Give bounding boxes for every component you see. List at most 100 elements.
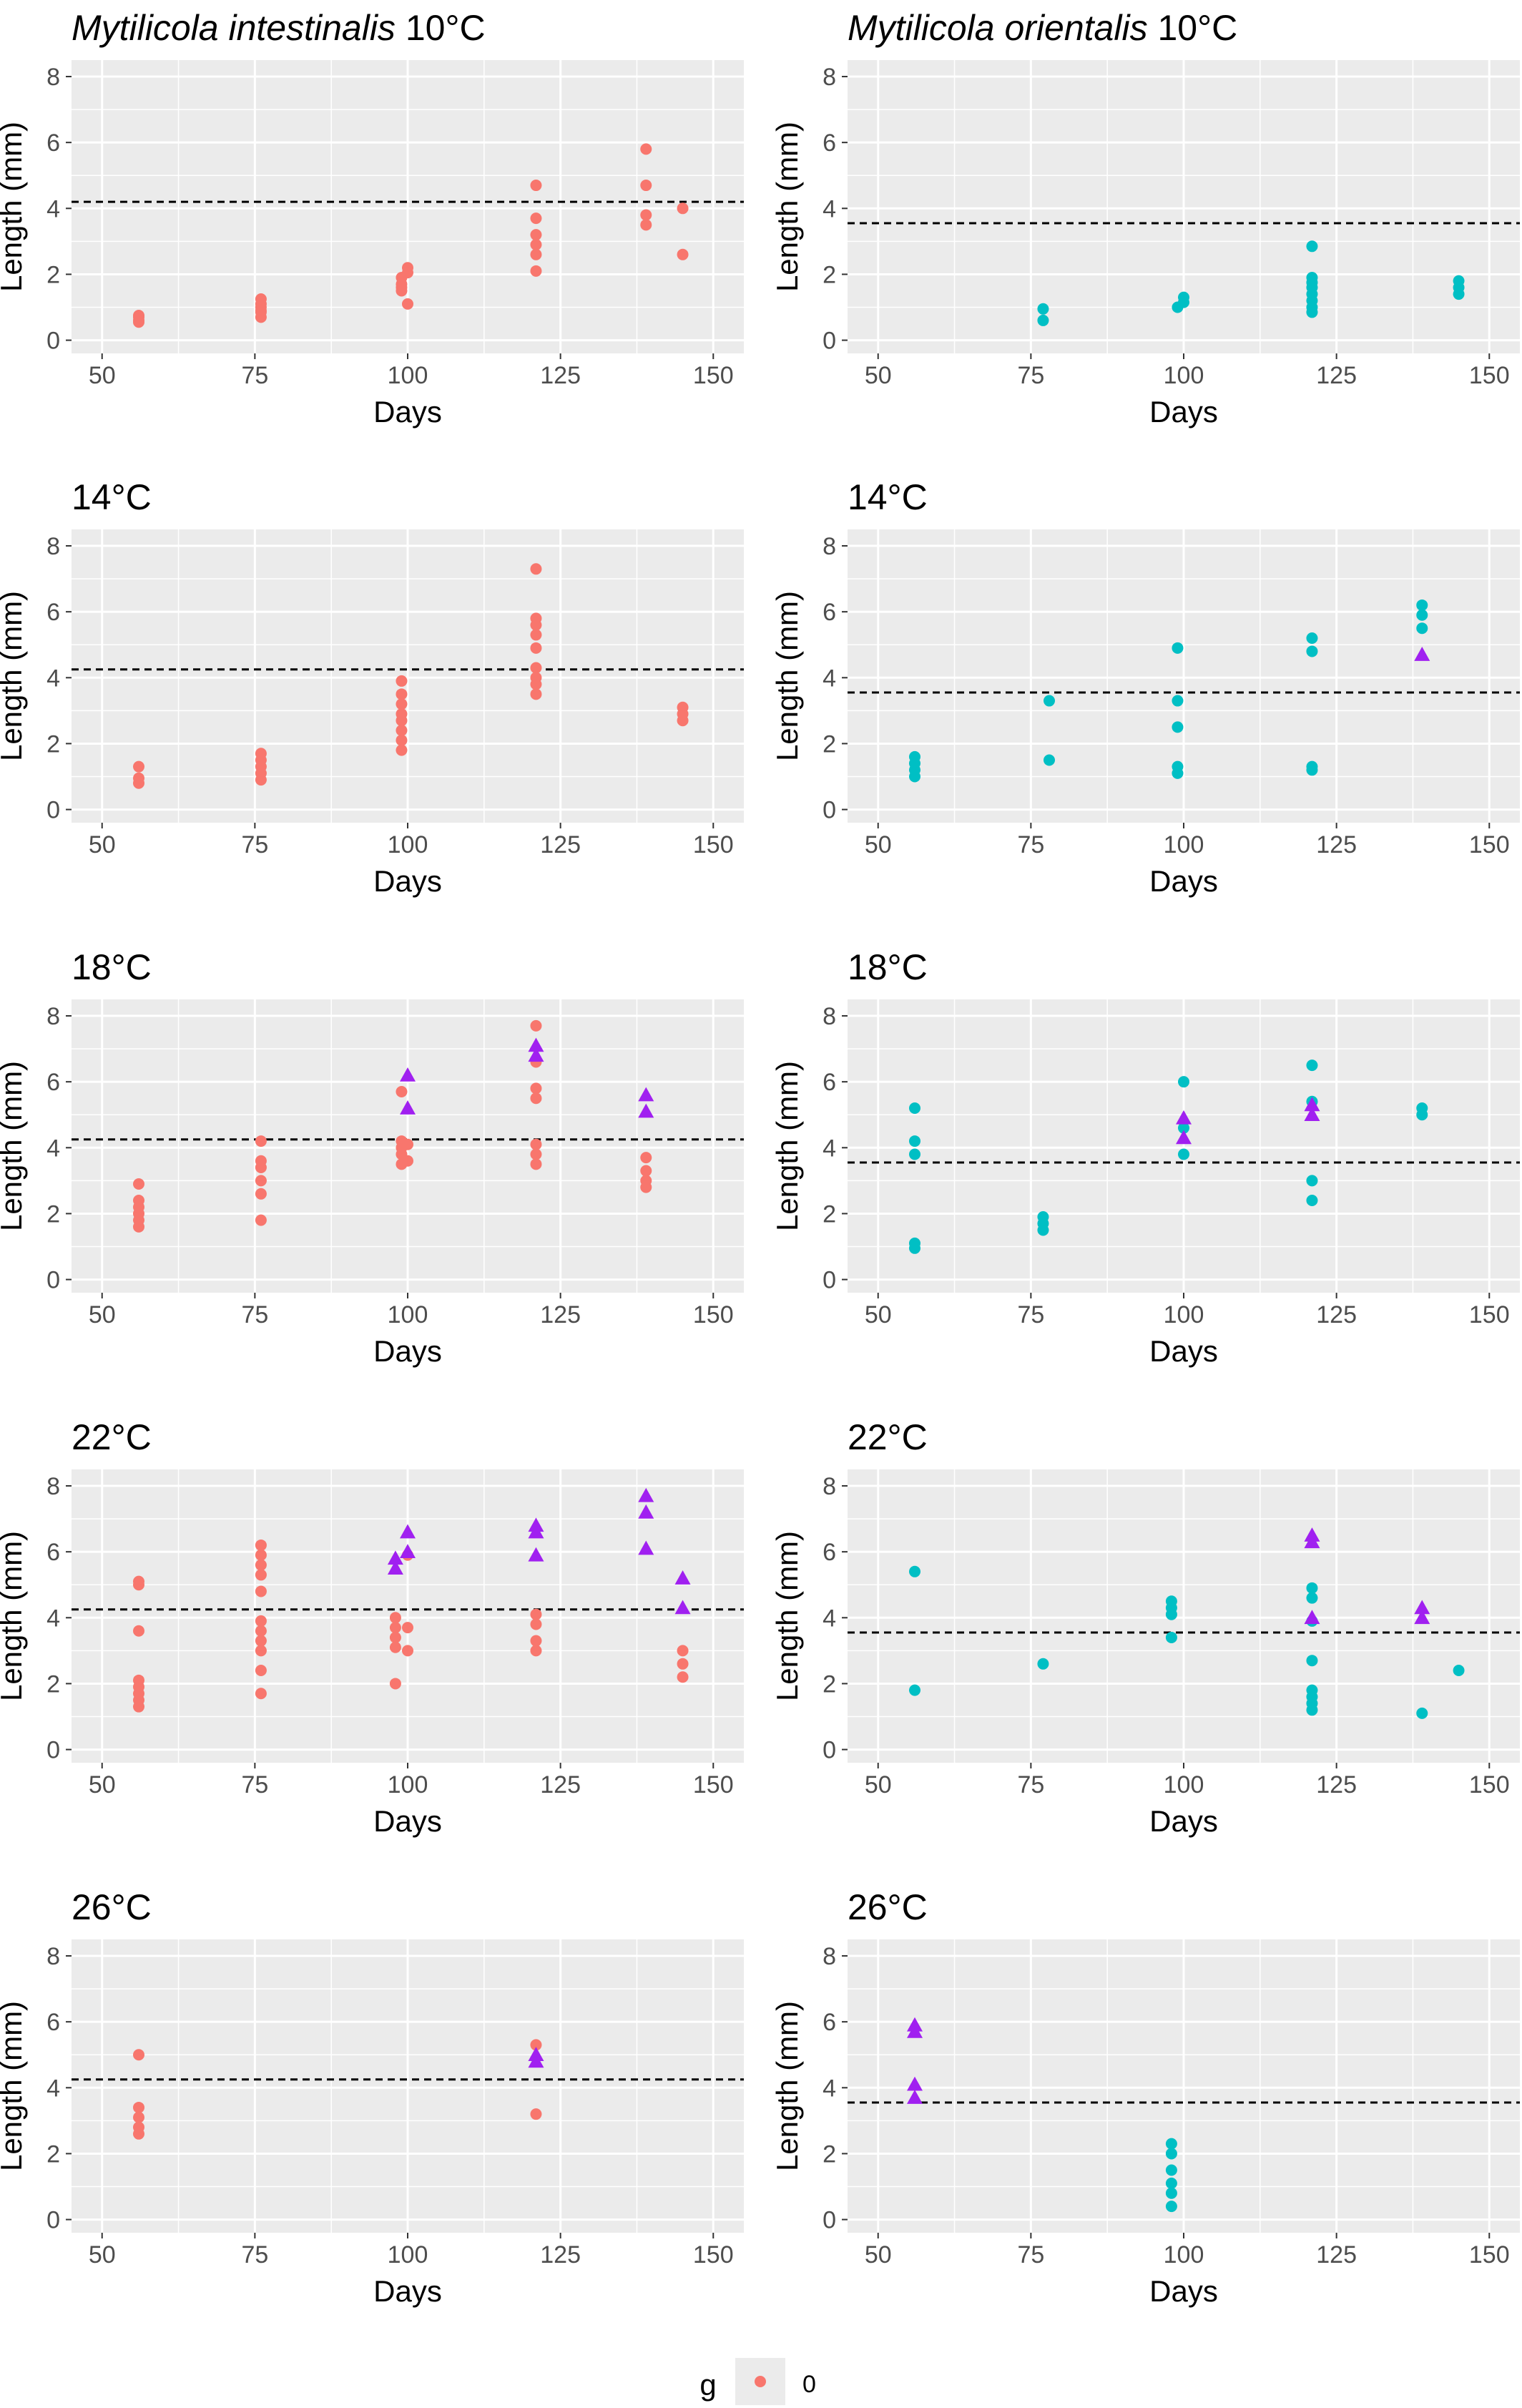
- data-point-circle: [1037, 1211, 1049, 1223]
- panel-title-temperature: 26°C: [72, 1887, 152, 1927]
- legend-label: 0: [802, 2371, 816, 2398]
- data-point-circle: [255, 1665, 267, 1677]
- data-point-triangle: [907, 2076, 923, 2091]
- data-point-circle: [402, 1622, 413, 1634]
- x-tick-label: 50: [865, 2241, 892, 2268]
- y-tick-label: 4: [823, 1135, 836, 1162]
- y-tick-label: 6: [823, 129, 836, 157]
- data-point-circle: [530, 229, 542, 241]
- data-point-circle: [389, 1641, 401, 1653]
- x-axis-title: Days: [1149, 2274, 1218, 2308]
- y-tick-label: 0: [823, 1267, 836, 1294]
- data-point-triangle: [674, 1600, 691, 1615]
- data-point-circle: [1172, 695, 1184, 707]
- x-tick-label: 50: [865, 362, 892, 389]
- data-point-circle: [255, 1175, 267, 1187]
- y-tick-label: 0: [823, 2207, 836, 2234]
- x-tick-label: 150: [1469, 2241, 1510, 2268]
- data-point-circle: [1416, 609, 1428, 621]
- y-tick-label: 4: [46, 2075, 60, 2102]
- data-point-triangle: [1176, 1130, 1192, 1145]
- x-axis-title: Days: [373, 1804, 442, 1838]
- x-tick-label: 125: [1316, 2241, 1357, 2268]
- data-point-circle: [1044, 695, 1055, 707]
- data-point-circle: [255, 1585, 267, 1597]
- data-point-circle: [1306, 1582, 1318, 1594]
- y-tick-label: 4: [823, 195, 836, 222]
- data-point-circle: [255, 748, 267, 760]
- legend-key-circle: [755, 2376, 766, 2387]
- data-point-circle: [1306, 1195, 1318, 1207]
- data-point-circle: [1178, 1076, 1189, 1088]
- y-tick-label: 0: [46, 797, 60, 824]
- data-point-triangle: [387, 1560, 403, 1575]
- data-point-circle: [396, 675, 408, 687]
- data-point-circle: [677, 1658, 689, 1670]
- x-tick-label: 75: [241, 1301, 268, 1328]
- x-tick-label: 100: [1164, 1301, 1204, 1328]
- y-tick-label: 4: [46, 195, 60, 222]
- data-point-circle: [133, 2049, 144, 2061]
- x-axis-title: Days: [373, 395, 442, 429]
- data-point-circle: [255, 1688, 267, 1700]
- x-tick-label: 150: [693, 362, 734, 389]
- data-point-circle: [389, 1631, 401, 1643]
- y-tick-label: 4: [46, 1605, 60, 1632]
- data-point-circle: [1306, 272, 1318, 284]
- data-point-circle: [1306, 1592, 1318, 1604]
- panel-ori22: 50 75 100 125 150 0 2 4 6 8 Days Length (mm) 22°C: [770, 1417, 1520, 1838]
- data-point-circle: [909, 1148, 920, 1160]
- data-point-circle: [640, 1175, 652, 1187]
- x-tick-label: 150: [693, 1771, 734, 1798]
- data-point-circle: [530, 1138, 542, 1150]
- x-tick-label: 50: [865, 1301, 892, 1328]
- panel-title-temperature: 22°C: [848, 1417, 928, 1457]
- panel-title: 26°C: [72, 1887, 152, 1927]
- data-point-circle: [1416, 622, 1428, 635]
- data-point-circle: [1165, 2138, 1177, 2150]
- x-tick-label: 125: [540, 1771, 581, 1798]
- y-tick-label: 6: [46, 1539, 60, 1566]
- data-point-circle: [389, 1612, 401, 1624]
- data-point-circle: [640, 1165, 652, 1177]
- data-point-circle: [909, 750, 920, 763]
- data-point-circle: [402, 1645, 413, 1657]
- data-point-circle: [530, 248, 542, 260]
- data-point-circle: [255, 1214, 267, 1226]
- panel-title: 22°C: [848, 1417, 928, 1457]
- x-tick-label: 100: [1164, 362, 1204, 389]
- x-tick-label: 150: [1469, 831, 1510, 858]
- y-tick-label: 6: [823, 2009, 836, 2036]
- data-point-circle: [396, 698, 408, 710]
- data-point-circle: [1453, 1665, 1465, 1677]
- y-axis-title: Length (mm): [0, 591, 28, 761]
- y-tick-label: 8: [46, 64, 60, 91]
- panel-ori14: 50 75 100 125 150 0 2 4 6 8 Days Length (mm) 14°C: [770, 477, 1520, 898]
- data-point-circle: [530, 2039, 542, 2051]
- y-tick-label: 6: [46, 129, 60, 157]
- data-point-circle: [1453, 275, 1465, 287]
- data-point-triangle: [1304, 1527, 1320, 1542]
- x-tick-label: 100: [388, 362, 428, 389]
- data-point-triangle: [1304, 1107, 1320, 1122]
- data-point-circle: [255, 1569, 267, 1581]
- x-tick-label: 75: [1017, 1771, 1044, 1798]
- panel-title-temperature: 10°C: [396, 8, 486, 48]
- data-point-circle: [640, 209, 652, 221]
- data-point-circle: [530, 642, 542, 654]
- x-tick-label: 125: [540, 1301, 581, 1328]
- panel-title-temperature: 10°C: [1148, 8, 1238, 48]
- data-point-circle: [255, 305, 267, 317]
- panel-int10: 50 75 100 125 150 0 2 4 6 8 Days Length (mm) Mytilic…: [0, 8, 744, 429]
- y-tick-label: 6: [823, 1069, 836, 1096]
- data-point-circle: [1165, 1631, 1177, 1643]
- data-point-circle: [530, 1608, 542, 1620]
- y-tick-label: 6: [46, 1069, 60, 1096]
- data-point-circle: [389, 1678, 401, 1690]
- data-point-circle: [133, 316, 144, 328]
- data-point-circle: [133, 2111, 144, 2123]
- panel-title: 14°C: [72, 477, 152, 517]
- data-point-circle: [1165, 2164, 1177, 2176]
- data-point-circle: [1172, 642, 1184, 654]
